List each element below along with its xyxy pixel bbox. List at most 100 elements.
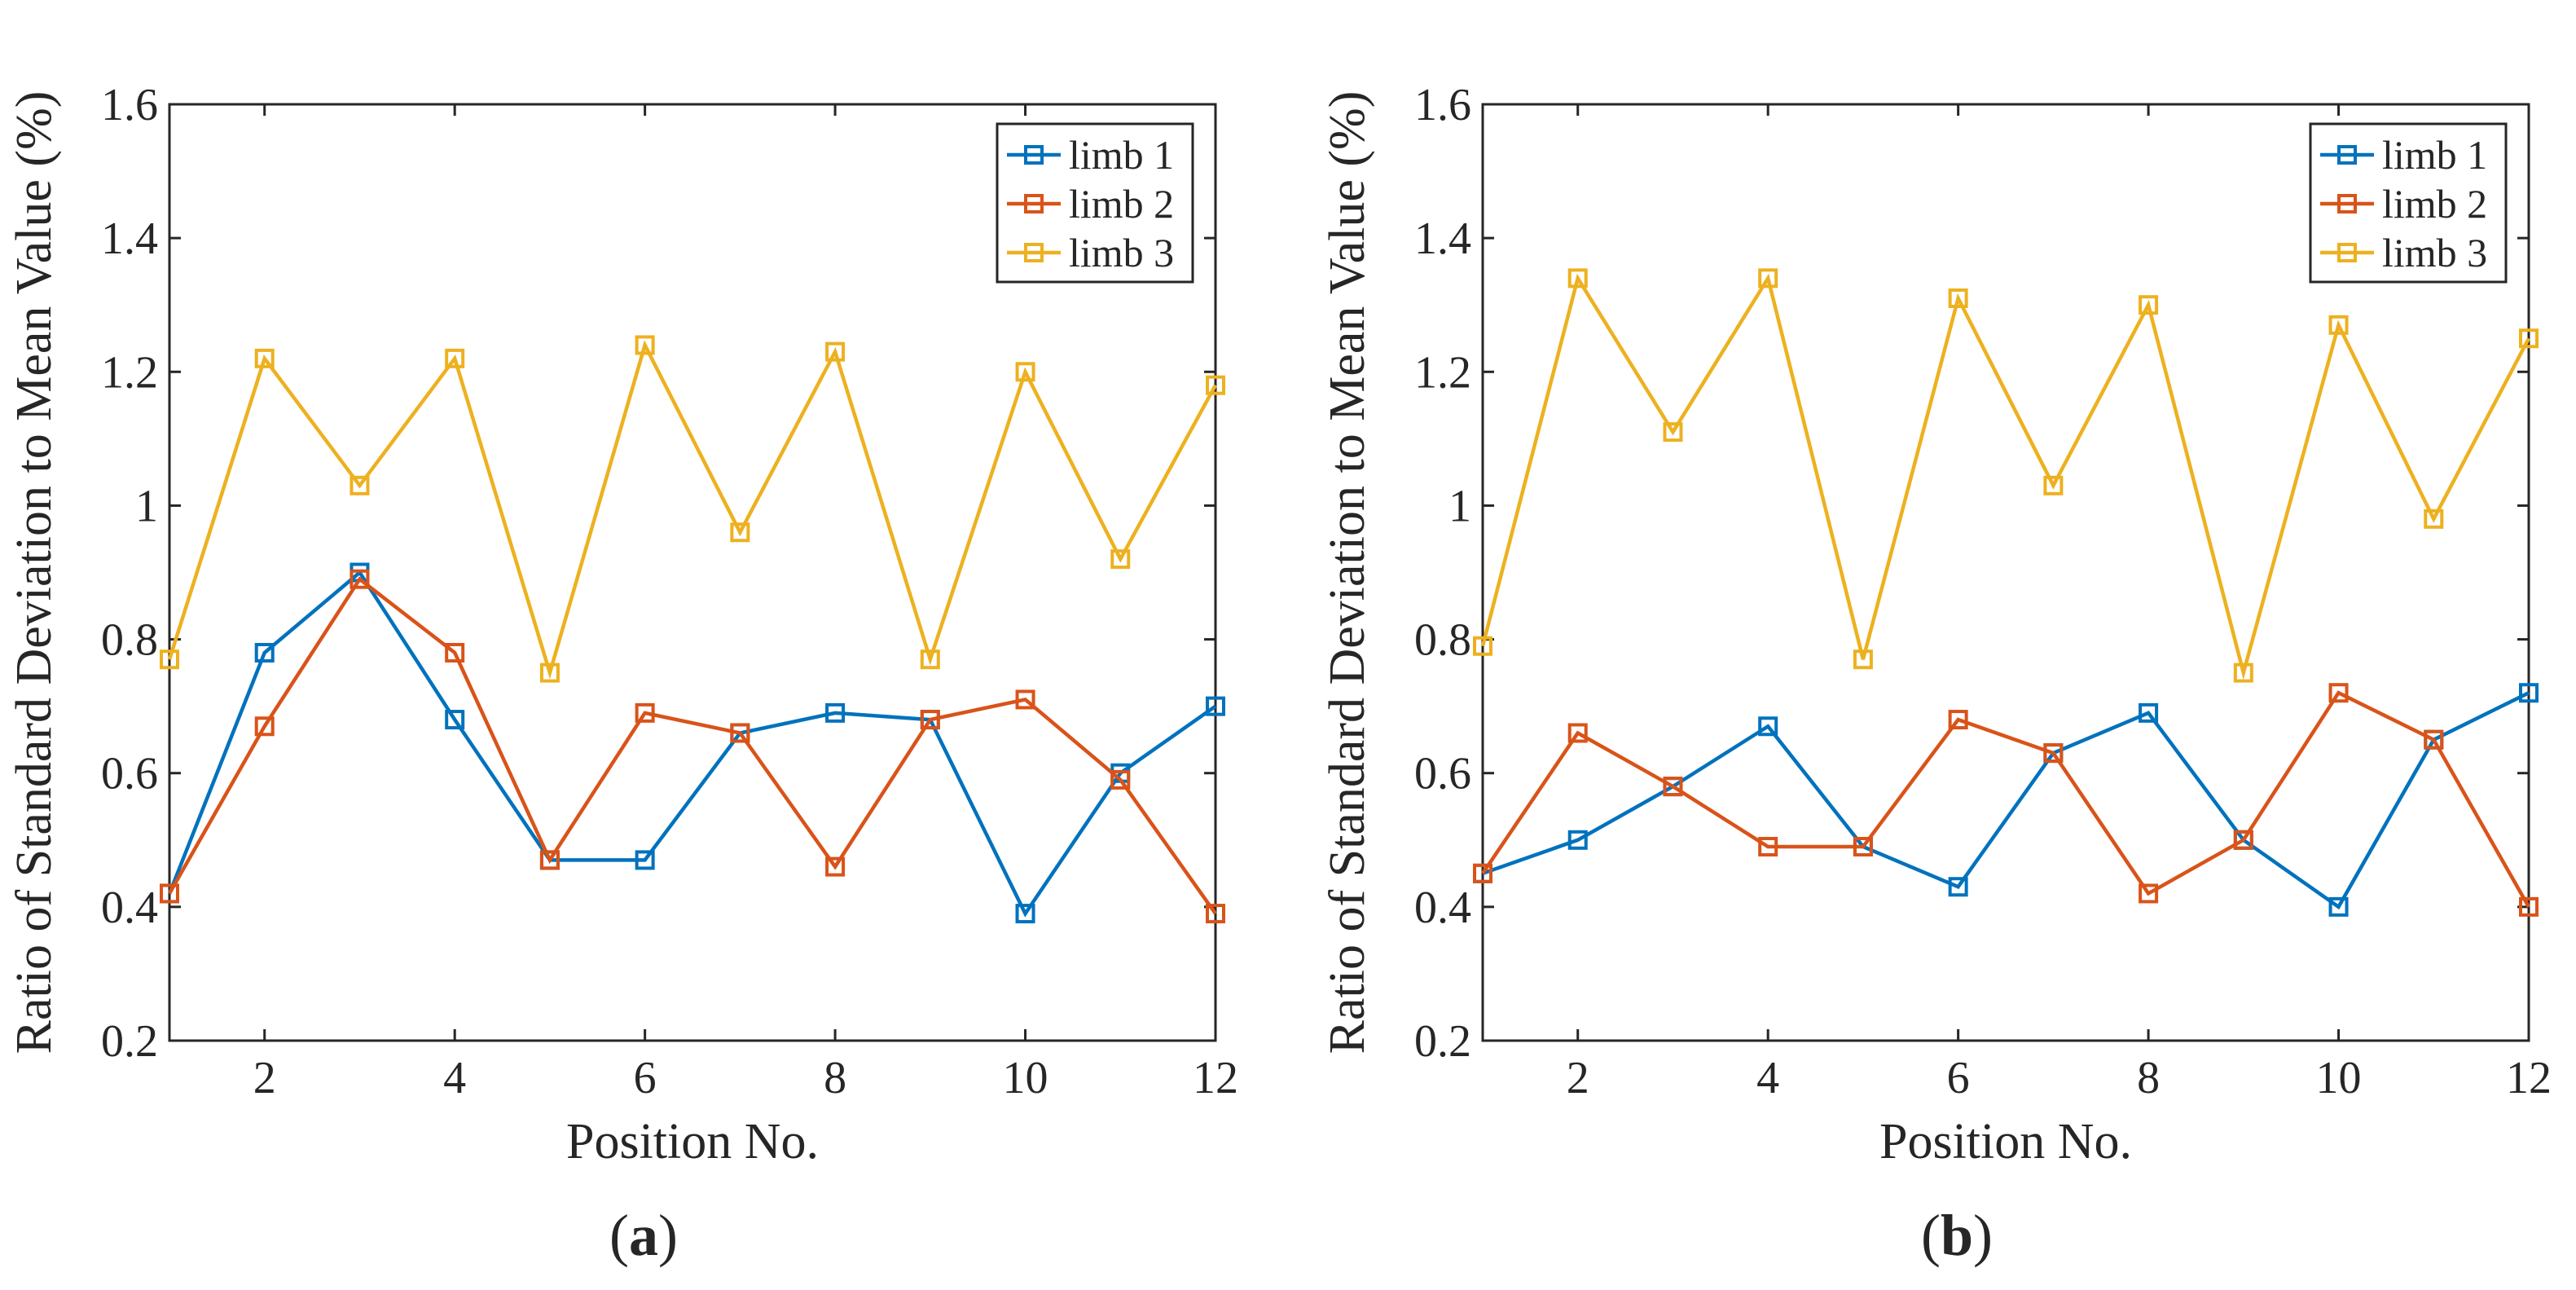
data-point xyxy=(1948,877,1968,897)
y-tick-label: 1 xyxy=(1448,481,1471,531)
data-point xyxy=(635,335,655,355)
x-axis-label: Position No. xyxy=(1879,1114,2132,1169)
legend-swatch-marker xyxy=(2337,243,2357,262)
data-point xyxy=(349,475,370,495)
data-point xyxy=(2328,315,2349,335)
data-point xyxy=(2424,509,2444,529)
data-point xyxy=(920,710,940,730)
data-point xyxy=(2233,830,2253,850)
data-point xyxy=(2043,743,2064,764)
caption-letter: a xyxy=(629,1203,658,1268)
data-point xyxy=(539,850,560,870)
x-tick-label: 4 xyxy=(443,1053,466,1103)
data-point xyxy=(1758,716,1778,737)
data-point xyxy=(2519,896,2539,917)
legend-entry: limb 3 xyxy=(1007,230,1174,275)
data-point xyxy=(349,569,370,589)
legend-entry: limb 1 xyxy=(2320,132,2487,178)
x-tick-label: 6 xyxy=(634,1053,657,1103)
panel-caption: (a) xyxy=(609,1203,678,1268)
series-line xyxy=(1482,691,2530,910)
data-point xyxy=(1663,422,1683,442)
y-tick-label: 0.2 xyxy=(1414,1016,1471,1067)
data-point xyxy=(1853,836,1873,856)
caption-paren-open: ( xyxy=(1921,1203,1941,1268)
x-tick-label: 12 xyxy=(2506,1053,2552,1103)
y-tick-label: 1 xyxy=(135,481,158,531)
data-point xyxy=(2139,295,2159,315)
legend-label: limb 2 xyxy=(2382,181,2487,227)
data-point xyxy=(635,702,655,723)
data-point xyxy=(2043,475,2064,495)
data-point xyxy=(825,341,846,362)
caption-paren-open: ( xyxy=(609,1203,629,1268)
x-tick-label: 10 xyxy=(2316,1053,2362,1103)
x-tick-label: 12 xyxy=(1193,1053,1238,1103)
data-point xyxy=(160,883,179,904)
panel-a: 0.2 0.4 0.6 0.8 1 1.2 1.4 1.6 2 4 6 8 10 12 Position N… xyxy=(7,80,1238,1268)
caption-letter: b xyxy=(1941,1203,1973,1268)
caption-paren-close: ) xyxy=(1973,1203,1993,1268)
data-point xyxy=(1206,696,1225,716)
legend-swatch-marker xyxy=(1024,194,1044,214)
panel-caption: (b) xyxy=(1921,1203,1993,1268)
x-tick-label: 10 xyxy=(1003,1053,1048,1103)
data-point xyxy=(1015,689,1035,710)
data-point xyxy=(1567,268,1588,288)
legend-entry: limb 2 xyxy=(1007,181,1174,227)
data-point xyxy=(2424,729,2444,750)
data-point xyxy=(1758,836,1778,856)
data-point xyxy=(445,642,465,663)
series-limb-3 xyxy=(160,335,1225,683)
legend-label: limb 3 xyxy=(2382,230,2487,275)
data-point xyxy=(1015,904,1035,924)
data-point xyxy=(825,702,846,723)
data-point xyxy=(2328,896,2349,917)
data-point xyxy=(1473,636,1492,656)
data-point xyxy=(730,723,750,743)
data-point xyxy=(1015,362,1035,382)
data-point xyxy=(445,348,465,368)
data-point xyxy=(1758,268,1778,288)
data-point xyxy=(1853,649,1873,670)
y-axis-label: Ratio of Standard Deviation to Mean Valu… xyxy=(1320,91,1375,1054)
data-point xyxy=(920,649,940,670)
y-tick-label: 0.4 xyxy=(1414,883,1471,933)
legend-swatch-marker xyxy=(2337,145,2357,165)
y-tick-label: 1.2 xyxy=(1414,347,1471,398)
data-point xyxy=(635,850,655,870)
y-tick-label: 1.6 xyxy=(101,80,158,130)
series-limb-2 xyxy=(1473,683,2539,917)
y-tick-label: 1.2 xyxy=(101,347,158,398)
legend-label: limb 1 xyxy=(2382,132,2487,178)
data-point xyxy=(1206,375,1225,395)
y-tick-label: 0.2 xyxy=(101,1016,158,1067)
legend-swatch-marker xyxy=(1024,243,1044,262)
series-limb-2 xyxy=(160,569,1225,924)
x-tick-label: 4 xyxy=(1756,1053,1779,1103)
y-axis-label: Ratio of Standard Deviation to Mean Valu… xyxy=(7,91,62,1054)
series-line xyxy=(167,570,1217,918)
series-line xyxy=(1481,690,2530,909)
data-point xyxy=(2328,683,2349,703)
series-line xyxy=(1480,273,2530,680)
data-point xyxy=(1110,769,1131,790)
data-point xyxy=(2519,328,2539,349)
data-point xyxy=(730,522,750,543)
data-point xyxy=(2233,663,2253,683)
data-point xyxy=(1110,549,1131,570)
data-point xyxy=(825,856,846,877)
y-tick-label: 0.8 xyxy=(101,615,158,666)
x-tick-label: 6 xyxy=(1947,1053,1970,1103)
y-tick-label: 0.8 xyxy=(1414,615,1471,666)
legend-label: limb 2 xyxy=(1069,181,1174,227)
data-point xyxy=(254,716,275,737)
data-point xyxy=(445,710,465,730)
data-point xyxy=(2139,702,2159,723)
legend-entry: limb 1 xyxy=(1007,132,1174,178)
x-tick-label: 2 xyxy=(253,1053,276,1103)
legend-swatch-marker xyxy=(1024,145,1044,165)
